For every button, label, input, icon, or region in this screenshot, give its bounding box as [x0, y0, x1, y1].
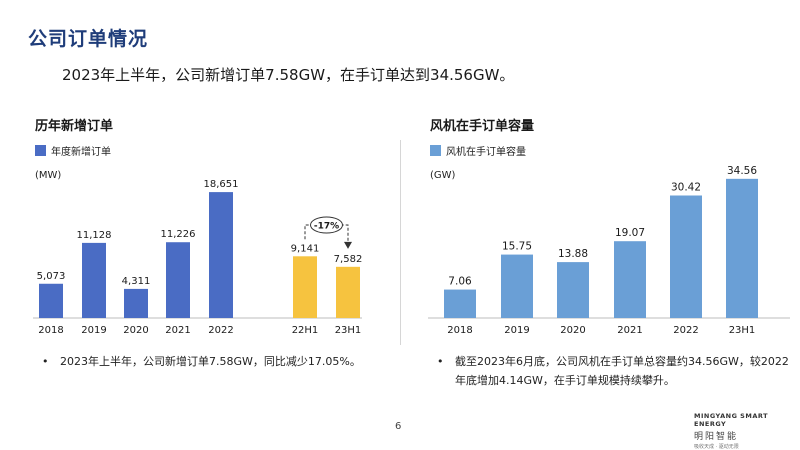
bar: [501, 254, 533, 318]
data-label: 18,651: [204, 179, 239, 190]
arrow-head: [344, 241, 352, 249]
footnote-bullet: •: [42, 355, 49, 368]
data-label: 5,073: [37, 271, 66, 282]
tick-label: 2018: [38, 325, 63, 336]
bar: [209, 192, 233, 318]
logo-slogan: 吸收天成 · 驱动无限: [694, 444, 739, 450]
data-label: 13.88: [558, 248, 588, 260]
chart-divider: [400, 140, 401, 345]
tick-label: 2021: [617, 325, 642, 336]
data-label: 7.06: [448, 276, 472, 288]
backlog-chart: 风机在手订单容量风机在手订单容量(GW)7.06201815.75201913.…: [428, 118, 790, 336]
legend-label: 风机在手订单容量: [446, 145, 526, 158]
bar: [293, 256, 317, 318]
bar: [166, 242, 190, 318]
tick-label: 2021: [165, 325, 190, 336]
tick-label: 2022: [208, 325, 233, 336]
bar: [82, 242, 106, 318]
data-label: 19.07: [615, 227, 645, 239]
bar: [336, 266, 360, 318]
tick-label: 23H1: [729, 325, 756, 336]
change-badge: [310, 216, 343, 234]
legend-swatch: [430, 145, 441, 156]
tick-label: 2018: [447, 325, 472, 336]
page-title: 公司订单情况: [28, 28, 149, 50]
unit-label: (MW): [35, 170, 61, 181]
page-subtitle: 2023年上半年，公司新增订单7.58GW，在手订单达到34.56GW。: [62, 66, 515, 84]
unit-label: (GW): [430, 170, 456, 181]
chart-title: 风机在手订单容量: [430, 118, 534, 134]
bar: [444, 289, 476, 318]
footnote-right-line1: 截至2023年6月底，公司风机在手订单总容量约34.56GW，较2022: [455, 355, 789, 368]
footnote-left-text: 2023年上半年，公司新增订单7.58GW，同比减少17.05%。: [60, 355, 361, 368]
bar: [124, 288, 148, 318]
footnote-right: • 截至2023年6月底，公司风机在手订单总容量约34.56GW，较2022 年底…: [437, 352, 789, 390]
footnote-bullet: •: [437, 355, 444, 368]
logo-cn: 明阳智能: [694, 432, 739, 442]
tick-label: 23H1: [335, 325, 362, 336]
data-label: 30.42: [671, 181, 701, 193]
footnote-left: • 2023年上半年，公司新增订单7.58GW，同比减少17.05%。: [42, 352, 361, 371]
tick-label: 2020: [123, 325, 148, 336]
data-label: 11,128: [77, 230, 112, 241]
tick-label: 2020: [560, 325, 585, 336]
legend-swatch: [35, 145, 46, 156]
tick-label: 2019: [81, 325, 106, 336]
data-label: 11,226: [161, 229, 196, 240]
chart-title: 历年新增订单: [35, 118, 113, 134]
bar: [39, 283, 63, 318]
tick-label: 2022: [673, 325, 698, 336]
legend-label: 年度新增订单: [51, 145, 111, 158]
tick-label: 22H1: [292, 325, 319, 336]
page-number: 6: [395, 421, 402, 432]
data-label: 34.56: [727, 165, 757, 177]
bar: [670, 195, 702, 318]
data-label: 7,582: [334, 254, 363, 265]
bar: [726, 178, 758, 318]
data-label: 4,311: [122, 276, 151, 287]
change-annotation: -17%: [314, 222, 339, 232]
logo-en: MINGYANG SMART ENERGY: [694, 412, 768, 428]
data-label: 9,141: [291, 243, 320, 254]
company-logo: MINGYANG SMART ENERGY 明阳智能 吸收天成 · 驱动无限: [694, 412, 794, 450]
footnote-right-line2: 年底增加4.14GW，在手订单规模持续攀升。: [455, 374, 675, 387]
tick-label: 2019: [504, 325, 529, 336]
bar: [614, 241, 646, 318]
bar: [557, 262, 589, 318]
data-label: 15.75: [502, 241, 532, 253]
